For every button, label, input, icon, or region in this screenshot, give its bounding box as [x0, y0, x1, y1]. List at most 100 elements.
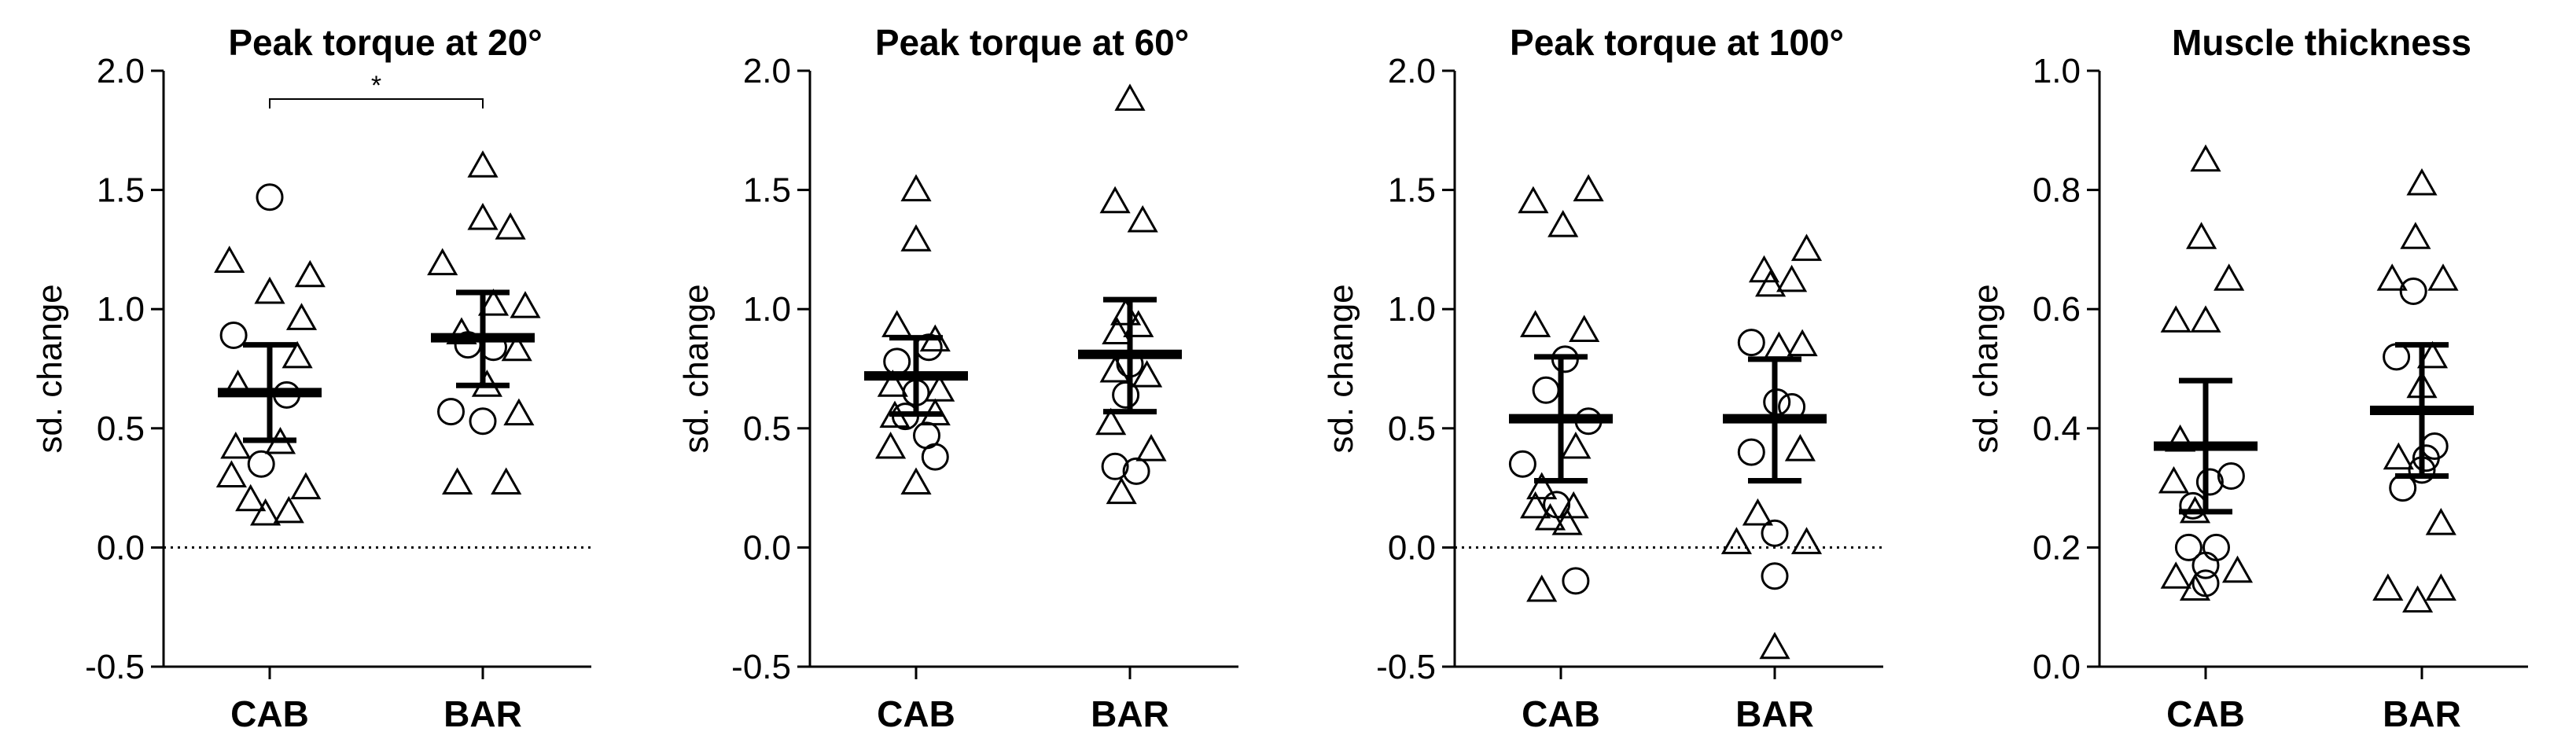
circle-point [1761, 562, 1789, 590]
triangle-point [1790, 527, 1823, 554]
triangle-point [2221, 555, 2254, 583]
circle-point [1543, 491, 1571, 519]
circle-point [1122, 457, 1150, 485]
triangle-point [510, 291, 541, 318]
circle-point [256, 183, 284, 211]
circle-point [2174, 533, 2202, 561]
triangle-point [1776, 264, 1808, 292]
triangle-point [2427, 263, 2459, 291]
triangle-point [1720, 527, 1752, 554]
triangle-point [2190, 305, 2221, 333]
x-tick-label-cab: CAB [2166, 693, 2245, 734]
triangle-point [290, 472, 322, 500]
y-tick-label: 0.0 [743, 528, 791, 567]
y-tick-label: 1.0 [2033, 52, 2081, 90]
y-axis-label: sd. change [1322, 284, 1360, 453]
triangle-point [2406, 167, 2438, 196]
triangle-point [1526, 472, 1558, 500]
group-bar [1720, 233, 1827, 660]
panel-1: Peak torque at 20° sd. change -0.5 0.0 0.5 1.… [31, 22, 591, 734]
y-tick-label: 0.5 [743, 410, 791, 448]
circle-point [1112, 381, 1140, 409]
triangle-point [1099, 186, 1131, 214]
triangle-point [2400, 222, 2431, 249]
triangle-point [1551, 508, 1583, 535]
triangle-point [2160, 305, 2191, 333]
y-axis-label: sd. change [1967, 284, 2005, 453]
circle-point [2202, 533, 2230, 561]
circle-point [2412, 444, 2440, 472]
circle-point [1737, 438, 1765, 466]
y-tick-label: 0.6 [2033, 290, 2081, 329]
y-tick-label: 0.0 [97, 528, 145, 567]
x-tick-label-bar: BAR [443, 693, 522, 734]
circle-point [883, 347, 911, 376]
triangle-point [1127, 204, 1158, 233]
y-tick-label: -0.5 [85, 648, 145, 686]
x-tick-label-cab: CAB [1522, 693, 1600, 734]
triangle-point [282, 340, 313, 369]
triangle-point [427, 248, 458, 276]
triangle-point [877, 370, 908, 397]
y-tick-label: 2.0 [97, 52, 145, 90]
triangle-point [1114, 83, 1146, 111]
triangle-point [924, 374, 955, 402]
y-tick-label: 1.0 [97, 290, 145, 329]
y-tick-label: -0.5 [1376, 648, 1436, 686]
triangle-point [1569, 314, 1600, 342]
triangle-point [2383, 442, 2414, 470]
triangle-point [1755, 269, 1787, 297]
triangle-point [477, 289, 510, 316]
x-tick-label-cab: CAB [230, 693, 309, 734]
chart-title: Peak torque at 60° [875, 22, 1189, 63]
y-tick-label: 0.5 [1388, 410, 1436, 448]
triangle-point [1787, 329, 1818, 357]
y-tick-label: 0.8 [2033, 171, 2081, 210]
triangle-point [1095, 407, 1127, 436]
chart-title: Muscle thickness [2172, 22, 2471, 63]
triangle-point [254, 276, 285, 304]
triangle-point [235, 483, 267, 512]
y-tick-label: 0.2 [2033, 528, 2081, 567]
circle-point [469, 407, 497, 436]
triangle-point [1784, 434, 1816, 461]
y-tick-label: 1.5 [1388, 171, 1436, 210]
circle-point [1562, 567, 1590, 595]
triangle-point [900, 224, 932, 252]
triangle-point [250, 498, 282, 526]
triangle-point [900, 174, 932, 202]
panel-2: Peak torque at 60° sd. change -0.5 0.0 0.5 1.… [677, 22, 1238, 734]
circle-point [2195, 468, 2224, 496]
chart-title: Peak torque at 20° [228, 22, 542, 63]
triangle-point [1558, 491, 1589, 519]
group-bar [427, 150, 541, 495]
x-tick-label-bar: BAR [1091, 693, 1169, 734]
triangle-point [2425, 573, 2456, 601]
triangle-point [467, 202, 499, 230]
triangle-point [2160, 561, 2191, 589]
triangle-point [294, 259, 326, 288]
y-tick-label: 0.4 [2033, 410, 2081, 448]
panel-4: Muscle thickness sd. change 0.0 0.2 0.4 0.6 0.… [1967, 22, 2528, 734]
triangle-point [495, 212, 526, 240]
triangle-point [220, 432, 252, 459]
triangle-point [1518, 186, 1549, 214]
circle-point [219, 322, 248, 350]
triangle-point [2186, 222, 2217, 249]
y-tick-label: 1.0 [743, 290, 791, 329]
y-tick-label: -0.5 [731, 648, 791, 686]
triangle-point [491, 467, 522, 495]
triangle-point [285, 303, 318, 330]
triangle-point [1102, 317, 1133, 345]
triangle-point [1132, 360, 1163, 388]
triangle-point [273, 495, 304, 524]
triangle-point [2416, 340, 2449, 369]
triangle-point [215, 460, 247, 487]
triangle-point [503, 398, 535, 426]
circle-point [1508, 450, 1536, 478]
circle-point [1532, 376, 1560, 404]
group-bar [2370, 167, 2474, 613]
triangle-point [881, 310, 913, 337]
group-cab [214, 183, 326, 526]
